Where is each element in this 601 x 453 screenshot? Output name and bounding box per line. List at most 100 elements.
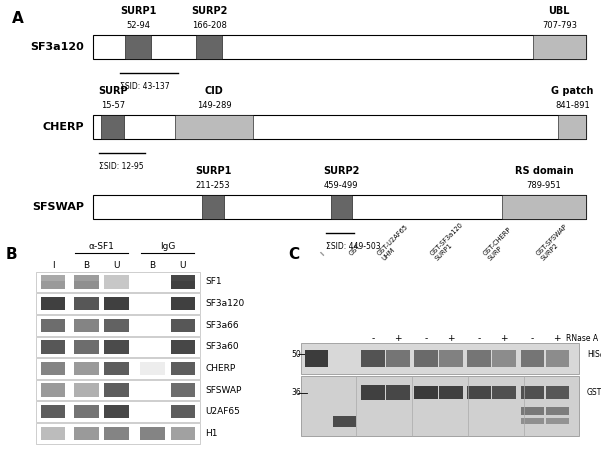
Bar (41, 427, 66, 440)
Bar (37, 272, 200, 292)
Bar (520, 418, 544, 424)
Bar (546, 418, 569, 424)
Bar (104, 405, 129, 419)
Text: GST-SFSWAP
SURP2: GST-SFSWAP SURP2 (535, 223, 574, 262)
Bar (301, 376, 579, 436)
Bar (74, 318, 99, 332)
Bar (171, 362, 195, 375)
Text: +: + (501, 334, 508, 343)
Text: 15-57: 15-57 (100, 101, 125, 111)
Bar (361, 350, 385, 367)
Bar (140, 362, 165, 375)
Text: SURP1: SURP1 (195, 166, 231, 176)
Text: G patch: G patch (551, 86, 593, 96)
Bar (520, 350, 544, 367)
Text: SF3a120: SF3a120 (205, 299, 245, 308)
Text: CHERP: CHERP (205, 364, 236, 373)
Bar (532, 35, 586, 58)
Bar (331, 195, 352, 219)
Text: UBL: UBL (549, 6, 570, 16)
Bar (41, 275, 66, 281)
Bar (93, 115, 586, 139)
Bar (41, 383, 66, 397)
Text: SF3a120: SF3a120 (31, 42, 84, 52)
Bar (104, 383, 129, 397)
Bar (414, 386, 438, 400)
Bar (74, 275, 99, 281)
Bar (492, 386, 516, 400)
Bar (171, 275, 195, 289)
Text: H1: H1 (205, 429, 218, 438)
Bar (558, 115, 586, 139)
Text: U: U (180, 261, 186, 270)
Text: +: + (394, 334, 401, 343)
Bar (502, 195, 586, 219)
Text: GST-CHERP
SURP: GST-CHERP SURP (482, 226, 518, 262)
Bar (492, 350, 516, 367)
Text: SURP1: SURP1 (120, 6, 156, 16)
Text: C: C (288, 247, 300, 262)
Text: GST-SF3a120
SURP1: GST-SF3a120 SURP1 (429, 222, 469, 262)
Bar (171, 297, 195, 310)
Bar (305, 350, 328, 367)
Bar (41, 275, 66, 289)
Bar (104, 427, 129, 440)
Bar (171, 318, 195, 332)
Text: I: I (320, 251, 325, 257)
Text: SF1: SF1 (205, 278, 222, 286)
Text: IgG: IgG (160, 242, 175, 251)
Text: CID: CID (205, 86, 224, 96)
Bar (333, 416, 356, 427)
Bar (74, 427, 99, 440)
Text: U2AF65: U2AF65 (205, 407, 240, 416)
Bar (74, 405, 99, 419)
Text: 211-253: 211-253 (196, 182, 230, 190)
Bar (171, 405, 195, 419)
Bar (171, 427, 195, 440)
Bar (361, 385, 385, 400)
Bar (37, 294, 200, 314)
Bar (171, 383, 195, 397)
Text: SURP2: SURP2 (323, 166, 359, 176)
Text: B: B (150, 261, 156, 270)
Text: GST: GST (348, 244, 362, 257)
Bar (41, 297, 66, 310)
Text: -: - (371, 334, 374, 343)
Bar (37, 401, 200, 422)
Text: SURP: SURP (98, 86, 127, 96)
Bar (414, 350, 438, 367)
Bar (37, 423, 200, 443)
Bar (104, 340, 129, 353)
Bar (196, 35, 222, 58)
Text: 166-208: 166-208 (192, 21, 227, 30)
Bar (386, 385, 410, 400)
Bar (74, 362, 99, 375)
Text: B: B (6, 247, 17, 262)
Text: +: + (447, 334, 455, 343)
Bar (37, 358, 200, 379)
Text: 50: 50 (291, 350, 301, 358)
Bar (101, 115, 124, 139)
Bar (125, 35, 151, 58)
Text: SF3a60: SF3a60 (205, 342, 239, 352)
Text: +: + (554, 334, 561, 343)
Text: SF3a66: SF3a66 (205, 321, 239, 330)
Bar (74, 340, 99, 353)
Bar (546, 386, 569, 400)
Text: 36: 36 (291, 388, 301, 397)
Bar (41, 362, 66, 375)
Bar (37, 337, 200, 357)
Bar (93, 195, 586, 219)
Bar (74, 383, 99, 397)
Bar (104, 362, 129, 375)
Text: 789-951: 789-951 (526, 182, 561, 190)
Bar (468, 386, 491, 400)
Bar (520, 386, 544, 400)
Text: -: - (477, 334, 481, 343)
Bar (546, 350, 569, 367)
Text: α-SF1: α-SF1 (88, 242, 114, 251)
Text: 149-289: 149-289 (197, 101, 231, 111)
Bar (104, 318, 129, 332)
Bar (104, 275, 129, 289)
Text: B: B (83, 261, 89, 270)
